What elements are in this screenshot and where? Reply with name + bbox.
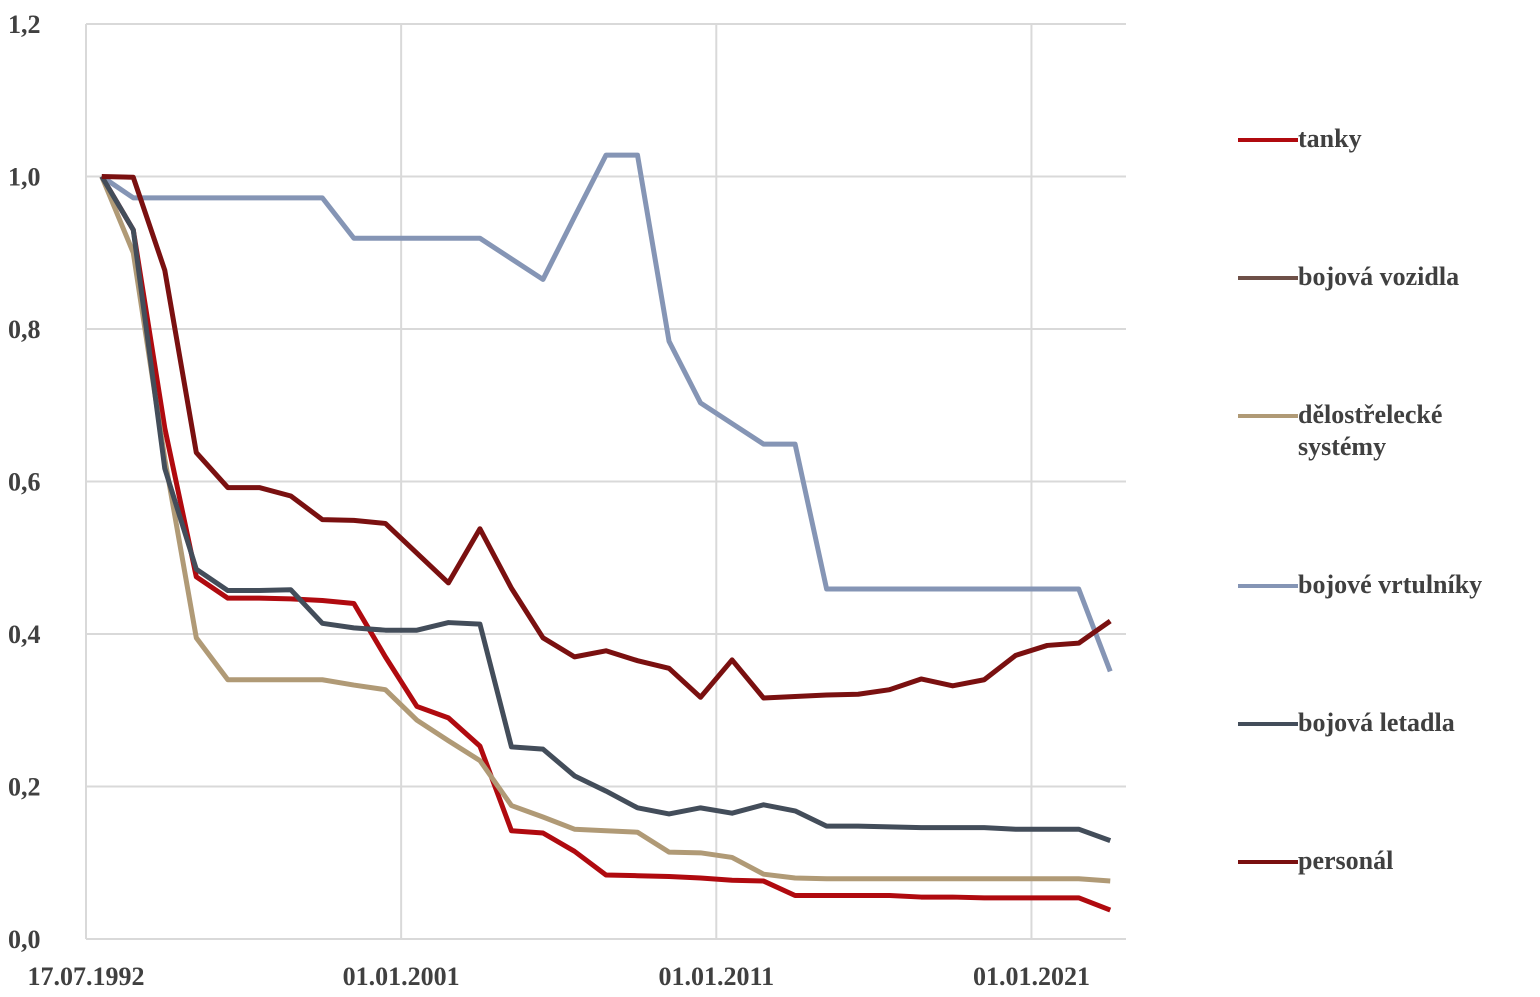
legend-swatch (1238, 276, 1298, 280)
legend-swatch (1238, 860, 1298, 864)
legend-label: bojová vozidla (1298, 262, 1460, 291)
series-line (101, 174, 1112, 701)
legend-item: personál (1238, 845, 1538, 877)
y-tick-label: 1,0 (8, 163, 41, 192)
legend-swatch (1238, 138, 1298, 142)
y-tick-label: 0,2 (8, 773, 41, 802)
legend-swatch (1238, 584, 1298, 588)
y-tick-label: 0,8 (8, 315, 41, 344)
x-tick-label: 01.01.2021 (973, 962, 1090, 991)
y-tick-label: 0,6 (8, 468, 41, 497)
legend-item: dělostřelecké systémy (1238, 399, 1538, 463)
y-tick-label: 0,0 (8, 925, 41, 954)
legend-label: bojová letadla (1298, 708, 1455, 737)
legend-item: tanky (1238, 123, 1538, 155)
series-line (99, 175, 1112, 913)
y-tick-label: 1,2 (8, 10, 41, 39)
x-tick-label: 17.07.1992 (28, 962, 145, 991)
legend-swatch (1238, 722, 1298, 726)
y-tick-label: 0,4 (8, 620, 41, 649)
legend-item: bojová letadla (1238, 707, 1538, 739)
series-line (99, 175, 1112, 843)
legend-label: dělostřelecké systémy (1298, 400, 1443, 461)
legend: tanky bojová vozidla dělostřelecké systémy… (1238, 70, 1538, 930)
series-line (100, 152, 1113, 673)
legend-label: tanky (1298, 124, 1362, 153)
legend-swatch (1238, 414, 1298, 418)
legend-label: personál (1298, 846, 1394, 875)
legend-label: bojové vrtulníky (1298, 570, 1483, 599)
series-line (99, 175, 1111, 884)
x-tick-label: 01.01.2001 (343, 962, 460, 991)
legend-item: bojová vozidla (1238, 261, 1538, 293)
legend-item: bojové vrtulníky (1238, 569, 1538, 601)
chart: 0,0 0,2 0,4 0,6 0,8 1,0 1,2 17.07.1992 01.01.200… (8, 10, 1126, 991)
x-tick-label: 01.01.2011 (659, 962, 775, 991)
